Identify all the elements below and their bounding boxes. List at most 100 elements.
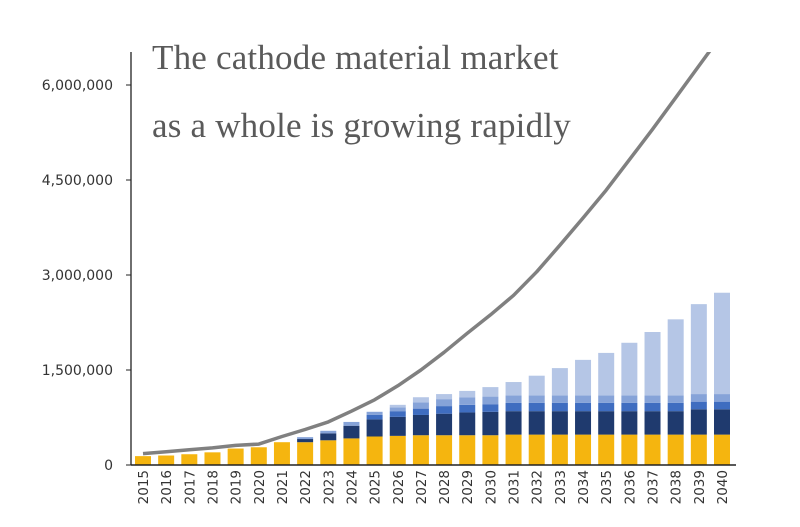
bar-2035-segment-2 (598, 411, 615, 435)
y-tick-label: 1,500,000 (42, 363, 113, 379)
bar-2036-segment-4 (621, 395, 638, 403)
bar-2033-segment-3 (551, 402, 568, 412)
total-line (142, 52, 712, 456)
bar-2039-segment-3 (690, 401, 707, 410)
bar-2035-segment-4 (598, 395, 615, 403)
x-tick-label: 2023 (321, 470, 337, 504)
y-tick-label: 6,000,000 (42, 78, 113, 94)
bar-2026-segment-2 (389, 416, 406, 436)
bar-2035-segment-5 (598, 352, 615, 396)
bar-2024-segment-1 (343, 438, 360, 465)
bar-2026-segment-5 (389, 404, 406, 408)
bar-2037-segment-3 (644, 402, 661, 412)
bar-2036-segment-5 (621, 342, 638, 396)
bar-2028-segment-5 (436, 394, 453, 400)
x-tick-label: 2018 (205, 470, 221, 504)
bar-2027-segment-1 (412, 435, 429, 465)
bar-2031-segment-1 (505, 434, 522, 465)
x-tick-label: 2016 (159, 470, 175, 504)
x-tick-label: 2037 (646, 470, 662, 504)
bar-2038-segment-1 (667, 434, 684, 465)
bar-2038-segment-3 (667, 402, 684, 412)
x-tick-label: 2027 (414, 470, 430, 504)
y-tick-label: 0 (104, 458, 113, 474)
bar-2028-segment-3 (436, 406, 453, 414)
bar-2025-segment-1 (366, 436, 383, 465)
bar-2037-segment-5 (644, 332, 661, 396)
bar-2028-segment-2 (436, 413, 453, 436)
bar-2028-segment-1 (436, 435, 453, 465)
bar-2033-segment-2 (551, 411, 568, 435)
bar-2034-segment-2 (575, 411, 592, 435)
x-tick-label: 2036 (622, 470, 638, 504)
bar-2030-segment-3 (482, 404, 499, 412)
bar-2017-segment-1 (181, 454, 198, 465)
bar-2023-segment-4 (320, 430, 337, 434)
bar-2030-segment-2 (482, 411, 499, 436)
bar-2015-segment-1 (135, 456, 151, 465)
bar-2024-segment-2 (343, 425, 360, 439)
bar-2032-segment-2 (528, 411, 545, 435)
bar-2023-segment-1 (320, 440, 337, 465)
bar-2036-segment-1 (621, 434, 638, 465)
bar-2030-segment-4 (482, 396, 499, 405)
bar-2031-segment-3 (505, 402, 522, 412)
bar-2027-segment-2 (412, 414, 429, 436)
bar-2040-segment-1 (714, 434, 730, 465)
bar-2040-segment-2 (714, 409, 730, 435)
bar-2028-segment-4 (436, 399, 453, 407)
bar-2035-segment-3 (598, 402, 615, 412)
x-tick-label: 2017 (182, 470, 198, 504)
bar-2031-segment-5 (505, 382, 522, 396)
x-tick-label: 2026 (391, 470, 407, 504)
bars-group (135, 292, 730, 465)
bar-2035-segment-1 (598, 434, 615, 465)
x-tick-label: 2022 (298, 470, 314, 504)
x-tick-label: 2021 (275, 470, 291, 504)
x-tick-label: 2034 (576, 470, 592, 504)
x-tick-label: 2015 (136, 470, 152, 504)
bar-2040-segment-5 (714, 292, 730, 395)
bar-2039-segment-5 (690, 304, 707, 395)
axes: 0 1,500,000 3,000,000 4,500,000 6,000,000 201… (42, 52, 736, 504)
x-tick-label: 2039 (692, 470, 708, 504)
bar-2039-segment-4 (690, 394, 707, 402)
bar-2038-segment-4 (667, 395, 684, 403)
x-tick-label: 2040 (715, 470, 731, 504)
bar-2026-segment-4 (389, 407, 406, 412)
bar-2037-segment-1 (644, 434, 661, 465)
bar-2030-segment-5 (482, 387, 499, 397)
y-tick-label: 3,000,000 (42, 268, 113, 284)
x-tick-label: 2024 (344, 470, 360, 504)
bar-2036-segment-2 (621, 411, 638, 435)
bar-2026-segment-3 (389, 411, 406, 417)
bar-2033-segment-5 (551, 368, 568, 396)
bar-2033-segment-4 (551, 395, 568, 403)
y-tick-label: 4,500,000 (42, 173, 113, 189)
x-tick-label: 2028 (437, 470, 453, 504)
bar-2031-segment-2 (505, 411, 522, 435)
bar-2029-segment-1 (459, 435, 476, 465)
bar-2030-segment-1 (482, 435, 499, 465)
bar-2016-segment-1 (158, 455, 175, 465)
bar-2038-segment-5 (667, 319, 684, 396)
bar-2027-segment-3 (412, 408, 429, 415)
bar-2040-segment-3 (714, 401, 730, 410)
bar-2020-segment-1 (250, 447, 267, 465)
bar-2036-segment-3 (621, 402, 638, 412)
chart-title-line-1: The cathode material market (152, 38, 559, 77)
x-tick-label: 2038 (669, 470, 685, 504)
bar-2037-segment-2 (644, 411, 661, 435)
bar-2032-segment-4 (528, 395, 545, 403)
bar-2018-segment-1 (204, 452, 221, 465)
bar-2029-segment-5 (459, 390, 476, 398)
bar-2019-segment-1 (227, 448, 244, 465)
bar-2027-segment-4 (412, 402, 429, 409)
bar-2034-segment-5 (575, 359, 592, 396)
bar-2022-segment-4 (297, 437, 314, 440)
bar-2033-segment-1 (551, 434, 568, 465)
chart-title-line-2: as a whole is growing rapidly (152, 106, 571, 145)
x-tick-label: 2032 (530, 470, 546, 504)
bar-2027-segment-5 (412, 397, 429, 403)
bar-2039-segment-2 (690, 409, 707, 435)
